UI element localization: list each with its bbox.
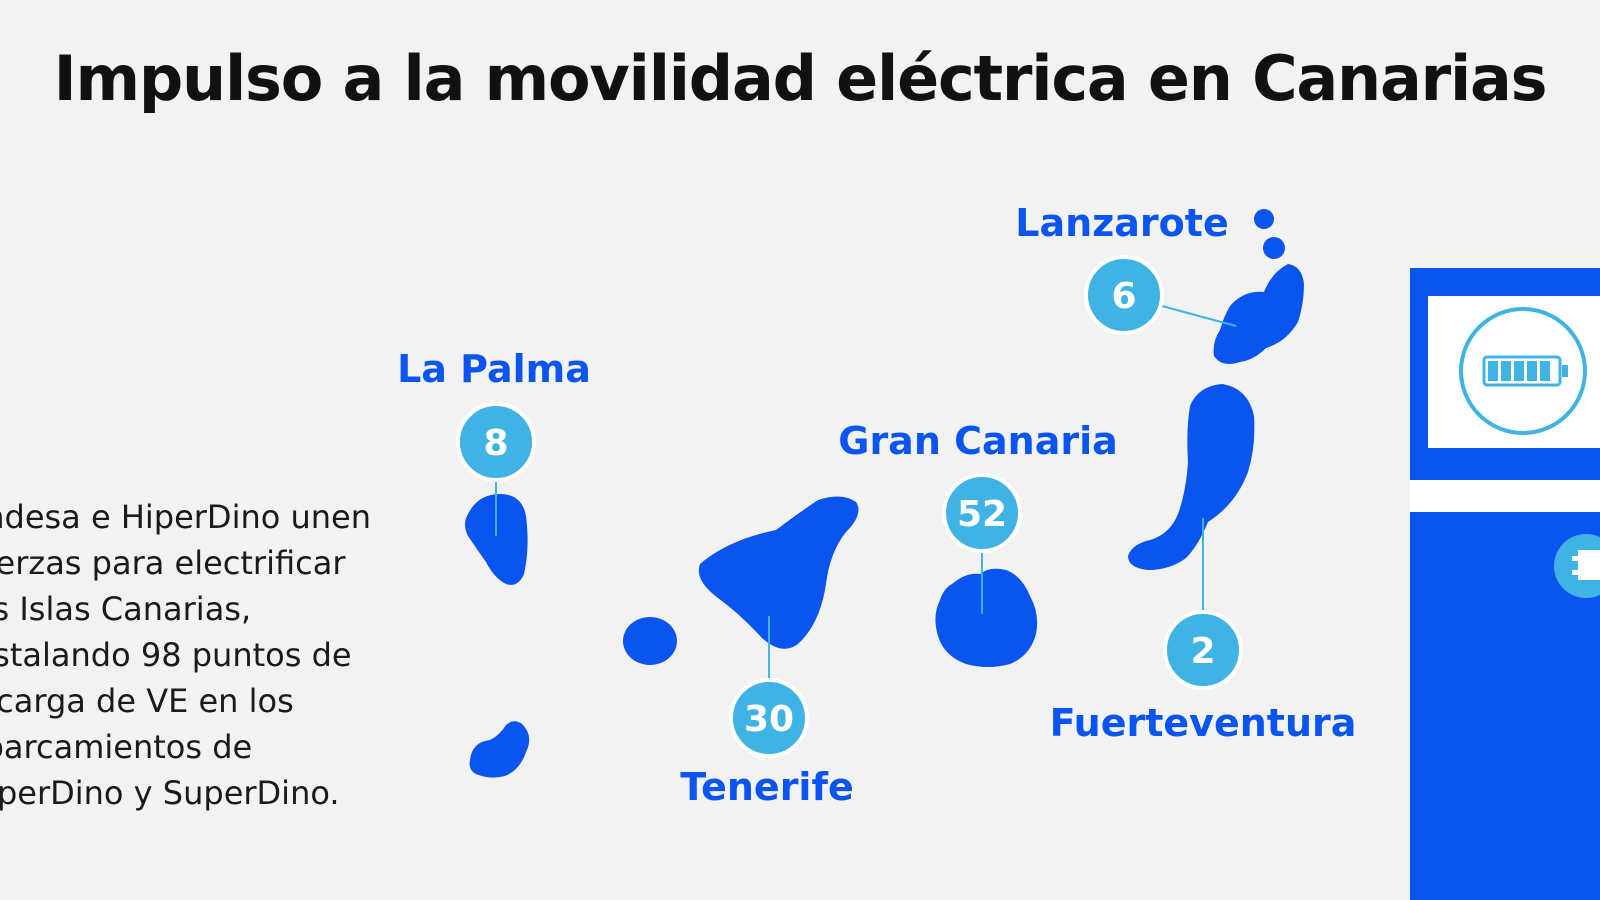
badge-lanzarote: 6 [1084,255,1164,335]
badge-gran-canaria-count: 52 [957,494,1007,535]
label-tenerife: Tenerife [680,765,854,809]
badge-la-palma: 8 [456,402,536,482]
island-el-hierro [469,721,530,778]
page-title: Impulso a la movilidad eléctrica en Cana… [53,42,1548,115]
islet-la-graciosa [1263,237,1285,259]
islet-alegranza [1254,209,1274,229]
label-la-palma: La Palma [397,347,591,391]
badge-tenerife-count: 30 [744,699,794,740]
badge-fuerteventura-count: 2 [1190,631,1215,672]
description-line: recarga de VE en los [0,682,294,720]
description-text: Endesa e HiperDino unen fuerzas para ele… [0,494,384,816]
label-fuerteventura: Fuerteventura [1050,701,1357,745]
island-lanzarote [1213,264,1304,364]
island-la-gomera [623,617,677,665]
description-line: aparcamientos de [0,728,253,766]
charging-station-gap [1410,480,1600,512]
badge-tenerife: 30 [729,678,809,758]
description-line: fuerzas para electrificar [0,544,346,582]
leader-line-lanzarote [1161,305,1237,327]
island-fuerteventura [1128,384,1255,570]
charging-station-illustration [1410,268,1600,900]
description-line: instalando 98 puntos de [0,636,352,674]
badge-la-palma-count: 8 [483,423,508,464]
badge-lanzarote-count: 6 [1111,276,1136,317]
island-la-palma [465,494,528,585]
battery-icon [1482,355,1568,387]
island-tenerife [698,496,859,649]
description-line: las Islas Canarias, [0,590,252,628]
badge-fuerteventura: 2 [1163,610,1243,690]
badge-gran-canaria: 52 [942,473,1022,553]
island-gran-canaria [935,568,1038,667]
charging-plug-icon [1554,534,1600,598]
description-line: HiperDino y SuperDino. [0,774,340,812]
description-line: Endesa e HiperDino unen [0,498,372,536]
label-gran-canaria: Gran Canaria [838,419,1118,463]
label-lanzarote: Lanzarote [1015,201,1228,245]
